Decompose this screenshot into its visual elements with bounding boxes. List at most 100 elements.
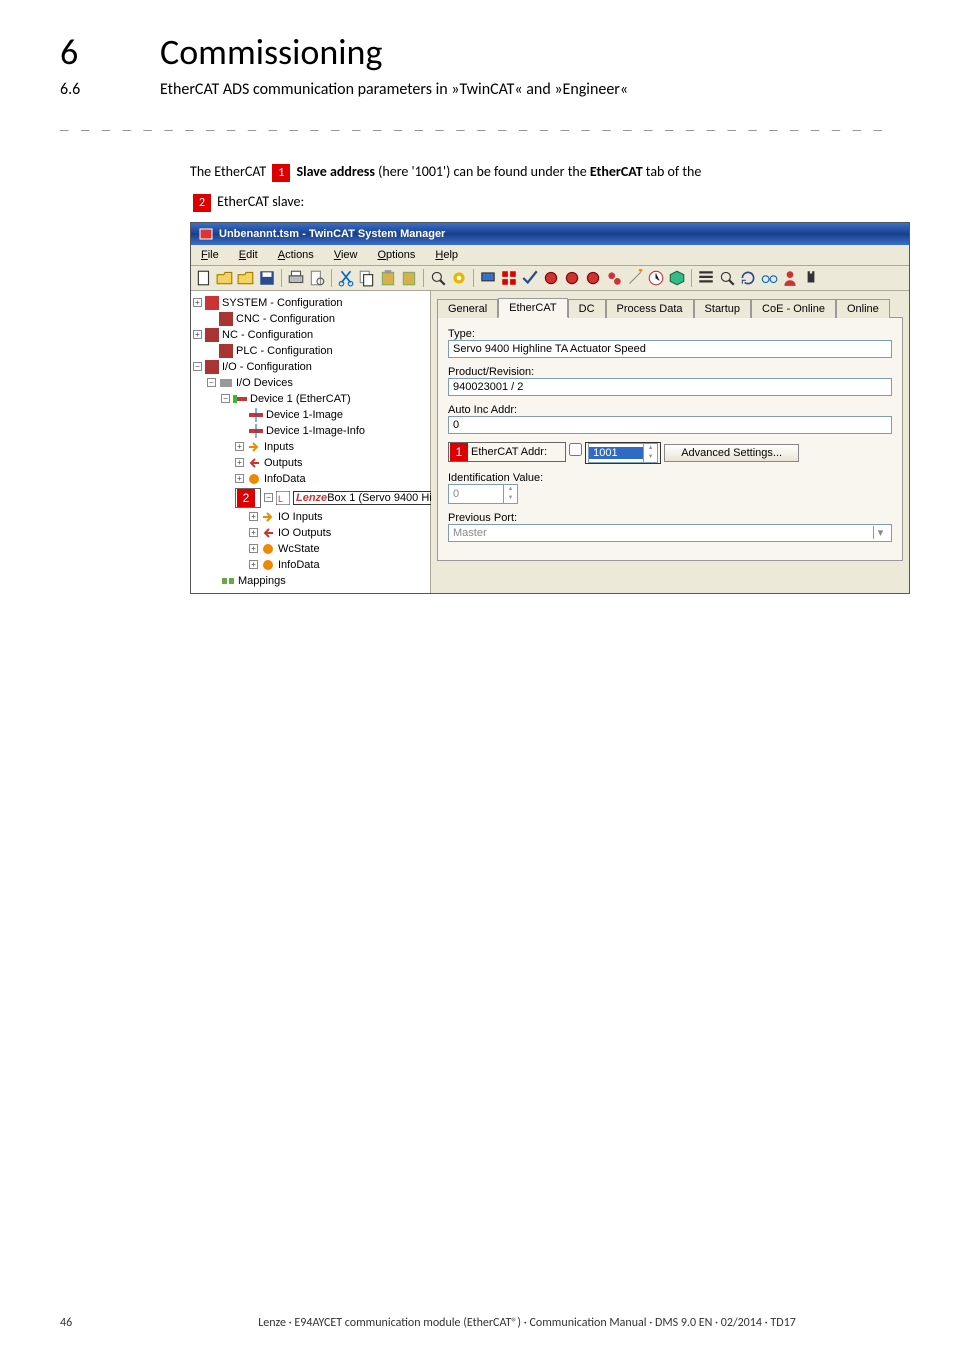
tree-plc[interactable]: PLC - Configuration [205,343,428,359]
annotation-2: 2 [237,489,255,507]
intro-bold1: Slave address [297,163,375,180]
gear1-icon[interactable] [542,269,560,287]
footer-text: Lenze · E94AYCET communication module (E… [160,1316,894,1330]
save-icon[interactable] [258,269,276,287]
clock-icon[interactable] [647,269,665,287]
gear2-icon[interactable] [563,269,581,287]
chapter-number: 6 [60,30,120,74]
input-type[interactable]: Servo 9400 Highline TA Actuator Speed [448,340,892,358]
open2-icon[interactable] [237,269,255,287]
tab-startup[interactable]: Startup [694,299,751,318]
ref-badge-2: 2 [193,194,211,212]
find-icon[interactable] [429,269,447,287]
label-idvalue: Identification Value: [448,472,543,484]
paste2-icon[interactable] [400,269,418,287]
zoom-icon[interactable] [718,269,736,287]
intro-text: (here '1001') can be found under the [378,163,590,180]
label-type: Type: [448,328,475,340]
select-prevport[interactable]: Master ▾ [448,524,892,542]
wand-icon[interactable] [626,269,644,287]
tab-general[interactable]: General [437,299,498,318]
tab-coe[interactable]: CoE - Online [751,299,836,318]
tab-strip: General EtherCAT DC Process Data Startup… [437,297,903,317]
tree-dev1[interactable]: −Device 1 (EtherCAT) [221,391,428,407]
copy-icon[interactable] [358,269,376,287]
pc-icon[interactable] [479,269,497,287]
menu-file[interactable]: FFileile [195,247,225,263]
spin-down-icon[interactable]: ▼ [503,494,517,503]
tree-outputs[interactable]: +Outputs [235,455,428,471]
tree-devimg[interactable]: Device 1-Image [235,407,428,423]
tree-inputs[interactable]: +Inputs [235,439,428,455]
glasses-icon[interactable] [760,269,778,287]
gear3-icon[interactable] [584,269,602,287]
twincat-window: Unbenannt.tsm - TwinCAT System Manager F… [190,222,910,594]
list-icon[interactable] [697,269,715,287]
tree-devimgi[interactable]: Device 1-Image-Info [235,423,428,439]
menu-options[interactable]: Options [371,247,421,263]
person-icon[interactable] [781,269,799,287]
gear4-icon[interactable] [605,269,623,287]
paste-icon[interactable] [379,269,397,287]
grid-icon[interactable] [500,269,518,287]
page-footer: 46 Lenze · E94AYCET communication module… [0,1316,954,1330]
spin-down-icon[interactable]: ▼ [643,453,657,462]
tree-system[interactable]: +SYSTEM - Configuration [193,295,428,311]
input-ecataddr[interactable]: 1001 ▲▼ [588,443,658,463]
section-header: 6.6 EtherCAT ADS communication parameter… [60,80,894,99]
tree-infodata2[interactable]: +InfoData [249,557,428,573]
tab-online[interactable]: Online [836,299,890,318]
label-autoinc: Auto Inc Addr: [448,404,517,416]
tree-infodata[interactable]: +InfoData [235,471,428,487]
label-prodrev: Product/Revision: [448,366,534,378]
tree-lenze[interactable]: 2 − L Lenze Box 1 (Servo 9400 Highline [235,487,428,509]
preview-icon[interactable] [308,269,326,287]
print-icon[interactable] [287,269,305,287]
spin-up-icon[interactable]: ▲ [503,485,517,494]
intro-line1: The EtherCAT 1 Slave address (here '1001… [190,161,894,183]
input-autoinc[interactable]: 0 [448,416,892,434]
chevron-down-icon: ▾ [873,526,887,539]
menu-view[interactable]: View [328,247,364,263]
cube-icon[interactable] [668,269,686,287]
intro-bold2: EtherCAT [590,163,643,180]
section-number: 6.6 [60,80,120,99]
cut-icon[interactable] [337,269,355,287]
tree-iooutputs[interactable]: +IO Outputs [249,525,428,541]
open-icon[interactable] [216,269,234,287]
tab-ethercat[interactable]: EtherCAT [498,298,567,318]
titlebar: Unbenannt.tsm - TwinCAT System Manager [191,223,909,245]
spin-up-icon[interactable]: ▲ [643,444,657,453]
run-icon[interactable] [450,269,468,287]
tab-dc[interactable]: DC [568,299,606,318]
input-idvalue[interactable]: 0 ▲▼ [448,484,518,504]
tree-nc[interactable]: +NC - Configuration [193,327,428,343]
tree-cnc[interactable]: CNC - Configuration [205,311,428,327]
tree-mappings[interactable]: Mappings [207,573,428,589]
separator-icon [691,269,692,287]
advanced-settings-button[interactable]: Advanced Settings... [664,444,799,462]
menu-edit[interactable]: Edit [233,247,264,263]
chapter-header: 6 Commissioning [60,30,894,74]
tree-ioinputs[interactable]: +IO Inputs [249,509,428,525]
tab-process[interactable]: Process Data [606,299,694,318]
refresh-icon[interactable] [739,269,757,287]
properties-pane: General EtherCAT DC Process Data Startup… [431,291,909,593]
window-title: Unbenannt.tsm - TwinCAT System Manager [219,228,445,240]
page-number: 46 [60,1316,160,1330]
menu-help[interactable]: Help [429,247,464,263]
tree-iodev[interactable]: −I/O Devices [207,375,428,391]
tree-wcstate[interactable]: +WcState [249,541,428,557]
checkbox-ecataddr[interactable] [569,443,582,456]
tree-io[interactable]: −I/O - Configuration [193,359,428,375]
toolbar [191,266,909,291]
plug-icon[interactable] [802,269,820,287]
separator-icon [473,269,474,287]
new-icon[interactable] [195,269,213,287]
menu-actions[interactable]: Actions [272,247,320,263]
check-icon[interactable] [521,269,539,287]
input-prodrev[interactable]: 940023001 / 2 [448,378,892,396]
menubar: FFileile Edit Actions View Options Help [191,245,909,266]
svg-text:L: L [278,494,283,504]
separator-icon [423,269,424,287]
